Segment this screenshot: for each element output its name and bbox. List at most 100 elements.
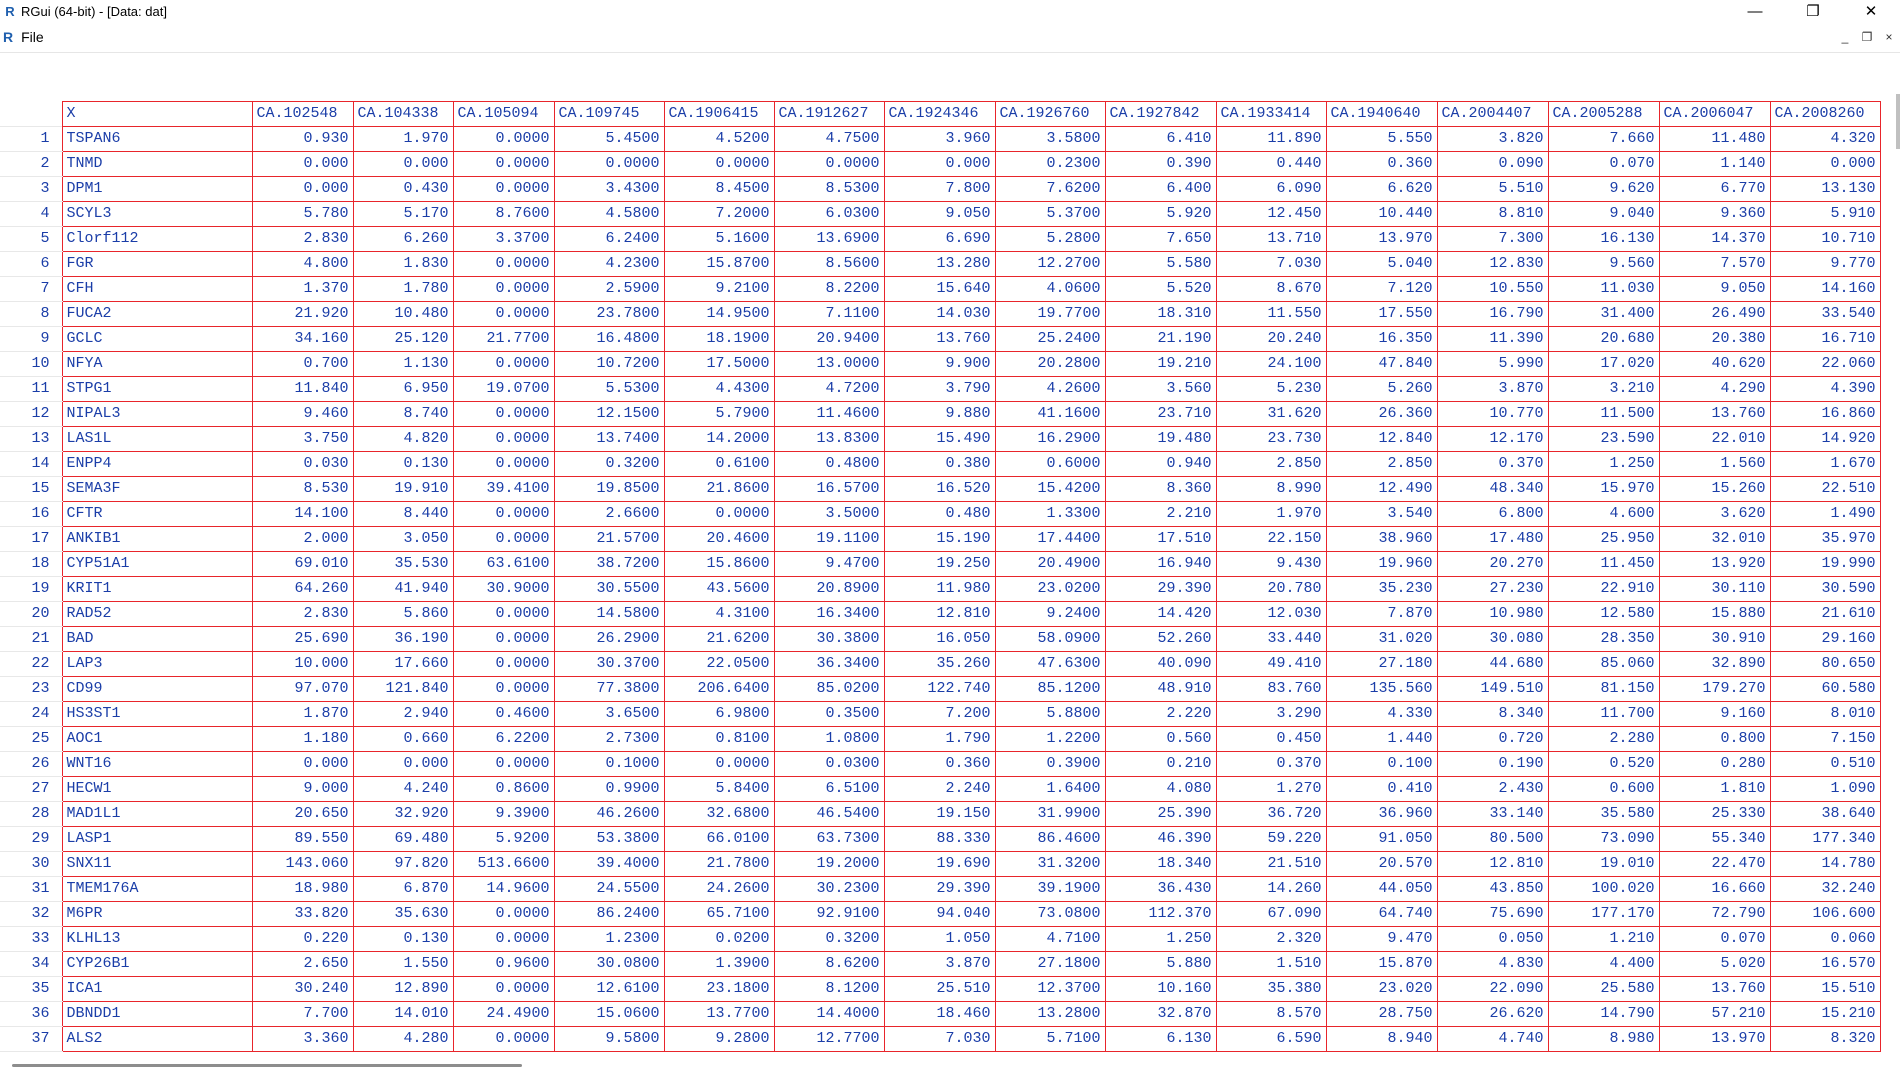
- value-cell[interactable]: 0.8600: [452, 776, 555, 802]
- value-cell[interactable]: 12.170: [1436, 426, 1549, 452]
- value-cell[interactable]: 29.160: [1769, 626, 1881, 652]
- value-cell[interactable]: 29.390: [883, 876, 996, 902]
- row-number[interactable]: 7: [0, 276, 63, 302]
- value-cell[interactable]: 32.010: [1658, 526, 1771, 552]
- value-cell[interactable]: 5.170: [352, 201, 454, 227]
- value-cell[interactable]: 1.250: [1547, 451, 1660, 477]
- value-cell[interactable]: 16.2900: [994, 426, 1106, 452]
- value-cell[interactable]: 17.550: [1325, 301, 1438, 327]
- value-cell[interactable]: 30.910: [1658, 626, 1771, 652]
- value-cell[interactable]: 6.2400: [553, 226, 665, 252]
- value-cell[interactable]: 0.700: [251, 351, 354, 377]
- value-cell[interactable]: 94.040: [883, 901, 996, 927]
- value-cell[interactable]: 35.380: [1215, 976, 1327, 1002]
- gene-cell[interactable]: SNX11: [61, 851, 253, 877]
- value-cell[interactable]: 1.970: [352, 126, 454, 152]
- gene-cell[interactable]: ALS2: [61, 1026, 253, 1052]
- value-cell[interactable]: 4.5200: [663, 126, 775, 152]
- value-cell[interactable]: 4.2300: [553, 251, 665, 277]
- value-cell[interactable]: 19.8500: [553, 476, 665, 502]
- gene-cell[interactable]: ENPP4: [61, 451, 253, 477]
- value-cell[interactable]: 7.030: [1215, 251, 1327, 277]
- row-number[interactable]: 31: [0, 876, 63, 902]
- value-cell[interactable]: 12.3700: [994, 976, 1106, 1002]
- row-number[interactable]: 26: [0, 751, 63, 777]
- value-cell[interactable]: 11.980: [883, 576, 996, 602]
- value-cell[interactable]: 12.1500: [553, 401, 665, 427]
- value-cell[interactable]: 0.0000: [452, 401, 555, 427]
- value-cell[interactable]: 5.880: [1104, 951, 1217, 977]
- row-number[interactable]: 37: [0, 1026, 63, 1052]
- mdi-restore-icon[interactable]: ❐: [1861, 30, 1873, 44]
- value-cell[interactable]: 16.130: [1547, 226, 1660, 252]
- value-cell[interactable]: 25.120: [352, 326, 454, 352]
- row-number[interactable]: 2: [0, 151, 63, 177]
- value-cell[interactable]: 5.260: [1325, 376, 1438, 402]
- value-cell[interactable]: 3.870: [883, 951, 996, 977]
- value-cell[interactable]: 18.1900: [663, 326, 775, 352]
- value-cell[interactable]: 14.420: [1104, 601, 1217, 627]
- column-header[interactable]: CA.1912627: [773, 101, 885, 127]
- gene-cell[interactable]: BAD: [61, 626, 253, 652]
- value-cell[interactable]: 21.6200: [663, 626, 775, 652]
- value-cell[interactable]: 21.8600: [663, 476, 775, 502]
- value-cell[interactable]: 14.5800: [553, 601, 665, 627]
- value-cell[interactable]: 22.470: [1658, 851, 1771, 877]
- row-number[interactable]: 18: [0, 551, 63, 577]
- value-cell[interactable]: 2.940: [352, 701, 454, 727]
- value-cell[interactable]: 16.350: [1325, 326, 1438, 352]
- value-cell[interactable]: 4.7200: [773, 376, 885, 402]
- value-cell[interactable]: 0.000: [1769, 151, 1881, 177]
- value-cell[interactable]: 5.910: [1769, 201, 1881, 227]
- value-cell[interactable]: 3.790: [883, 376, 996, 402]
- value-cell[interactable]: 19.690: [883, 851, 996, 877]
- value-cell[interactable]: 19.010: [1547, 851, 1660, 877]
- value-cell[interactable]: 38.640: [1769, 801, 1881, 827]
- value-cell[interactable]: 20.2800: [994, 351, 1106, 377]
- value-cell[interactable]: 21.5700: [553, 526, 665, 552]
- value-cell[interactable]: 5.990: [1436, 351, 1549, 377]
- gene-cell[interactable]: KLHL13: [61, 926, 253, 952]
- value-cell[interactable]: 43.850: [1436, 876, 1549, 902]
- menu-file[interactable]: File: [21, 29, 44, 45]
- value-cell[interactable]: 0.0000: [452, 126, 555, 152]
- value-cell[interactable]: 1.810: [1658, 776, 1771, 802]
- value-cell[interactable]: 8.1200: [773, 976, 885, 1002]
- value-cell[interactable]: 0.2300: [994, 151, 1106, 177]
- value-cell[interactable]: 36.720: [1215, 801, 1327, 827]
- value-cell[interactable]: 149.510: [1436, 676, 1549, 702]
- value-cell[interactable]: 10.980: [1436, 601, 1549, 627]
- column-header[interactable]: CA.1940640: [1325, 101, 1438, 127]
- value-cell[interactable]: 1.050: [883, 926, 996, 952]
- value-cell[interactable]: 21.7800: [663, 851, 775, 877]
- value-cell[interactable]: 25.950: [1547, 526, 1660, 552]
- value-cell[interactable]: 0.0000: [452, 926, 555, 952]
- value-cell[interactable]: 0.0000: [663, 751, 775, 777]
- value-cell[interactable]: 20.4600: [663, 526, 775, 552]
- value-cell[interactable]: 12.890: [352, 976, 454, 1002]
- value-cell[interactable]: 24.100: [1215, 351, 1327, 377]
- value-cell[interactable]: 3.540: [1325, 501, 1438, 527]
- r-system-menu-icon[interactable]: R: [3, 29, 14, 45]
- value-cell[interactable]: 33.820: [251, 901, 354, 927]
- value-cell[interactable]: 13.970: [1658, 1026, 1771, 1052]
- value-cell[interactable]: 2.850: [1325, 451, 1438, 477]
- value-cell[interactable]: 5.9200: [452, 826, 555, 852]
- value-cell[interactable]: 0.070: [1547, 151, 1660, 177]
- value-cell[interactable]: 135.560: [1325, 676, 1438, 702]
- value-cell[interactable]: 2.000: [251, 526, 354, 552]
- value-cell[interactable]: 16.660: [1658, 876, 1771, 902]
- value-cell[interactable]: 7.300: [1436, 226, 1549, 252]
- value-cell[interactable]: 14.4000: [773, 1001, 885, 1027]
- row-number[interactable]: 23: [0, 676, 63, 702]
- gene-cell[interactable]: M6PR: [61, 901, 253, 927]
- value-cell[interactable]: 39.4100: [452, 476, 555, 502]
- value-cell[interactable]: 8.010: [1769, 701, 1881, 727]
- value-cell[interactable]: 3.4300: [553, 176, 665, 202]
- value-cell[interactable]: 67.090: [1215, 901, 1327, 927]
- value-cell[interactable]: 1.870: [251, 701, 354, 727]
- gene-cell[interactable]: CFTR: [61, 501, 253, 527]
- value-cell[interactable]: 15.210: [1769, 1001, 1881, 1027]
- value-cell[interactable]: 0.0000: [452, 426, 555, 452]
- value-cell[interactable]: 0.0000: [553, 151, 665, 177]
